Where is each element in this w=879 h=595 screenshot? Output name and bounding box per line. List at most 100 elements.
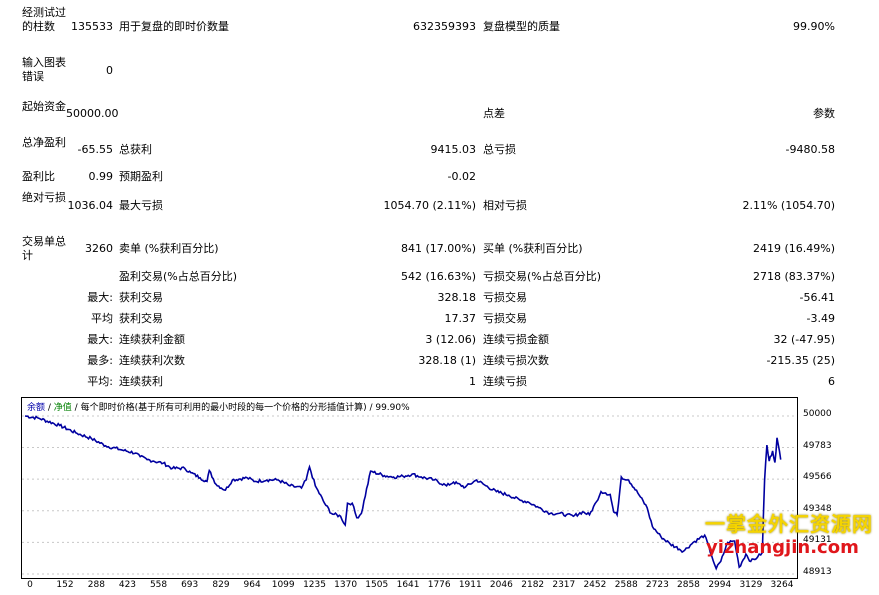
x-tick-label: 288 (87, 580, 105, 590)
value-maximal-consecutive-loss: -215.35 (25) (766, 354, 835, 367)
label-max-consecutive-wins: 连续获利金额 (119, 333, 185, 346)
label-average-consecutive-losses: 连续亏损 (483, 375, 527, 388)
x-tick-label: 2723 (645, 580, 669, 590)
value-net-profit: -65.55 (77, 143, 113, 156)
label-profit-factor: 盈利比 (22, 170, 55, 183)
label-total-trades: 交易单总计 (22, 235, 66, 262)
value-average-consecutive-wins: 1 (469, 375, 476, 388)
x-tick-label: 693 (181, 580, 199, 590)
x-tick-label: 1911 (458, 580, 482, 590)
x-tick-label: 3129 (739, 580, 763, 590)
value-average-profit-trade: 17.37 (444, 312, 477, 325)
legend-separator: / (45, 403, 54, 413)
x-tick-label: 2994 (708, 580, 732, 590)
label-bars-tested: 经测试过的柱数 (22, 6, 66, 33)
balance-chart-plot (22, 415, 797, 575)
value-profit-factor: 0.99 (88, 170, 114, 183)
x-tick-label: 2588 (614, 580, 638, 590)
chart-legend: 余额 / 净值 / 每个即时价格(基于所有可利用的最小时段的每一个价格的分形插值… (27, 400, 410, 413)
x-tick-label: 152 (56, 580, 74, 590)
label-short-positions: 卖单 (%获利百分比) (119, 242, 219, 255)
x-tick-label: 423 (118, 580, 137, 590)
label-initial-deposit: 起始资金 (22, 100, 66, 113)
x-tick-label: 1776 (427, 580, 451, 590)
y-tick-label: 49783 (803, 440, 832, 451)
value-max-consecutive-wins: 3 (12.06) (425, 333, 476, 346)
x-tick-label: 2182 (521, 580, 545, 590)
value-absolute-drawdown: 1036.04 (67, 199, 114, 212)
value-total-trades: 3260 (85, 242, 113, 255)
value-maximal-consecutive-profit: 328.18 (1) (418, 354, 476, 367)
label-profit-trades: 盈利交易(%占总百分比) (119, 270, 238, 283)
value-bars-tested: 135533 (71, 20, 113, 33)
y-tick-label: 50000 (803, 409, 832, 419)
balance-line (24, 415, 782, 571)
label-average: 平均 (91, 312, 113, 325)
x-tick-label: 1099 (271, 580, 295, 590)
label-gross-profit: 总获利 (119, 143, 152, 156)
label-loss-trades: 亏损交易(%占总百分比) (483, 270, 602, 283)
label-expected-payoff: 预期盈利 (119, 170, 163, 183)
label-spread: 点差 (483, 107, 505, 120)
y-tick-label: 49566 (803, 472, 832, 483)
value-max-consecutive-losses: 32 (-47.95) (773, 333, 835, 346)
value-loss-trades: 2718 (83.37%) (752, 270, 835, 283)
x-tick-label: 829 (212, 580, 230, 590)
legend-equity: 净值 (53, 403, 72, 413)
watermark-text: 一掌金外汇资源网 (705, 512, 873, 536)
legend-quality: 99.90% (375, 403, 410, 413)
label-average-consecutive-wins: 连续获利 (119, 375, 163, 388)
label-maximal-consecutive-profit: 连续获利次数 (119, 354, 185, 367)
value-modelling-quality: 99.90% (793, 20, 835, 33)
x-tick-label: 2046 (489, 580, 513, 590)
label-maximum: 最大: (87, 333, 113, 346)
label-largest-profit-trade: 获利交易 (119, 291, 163, 304)
x-tick-label: 558 (149, 580, 168, 590)
label-gross-loss: 总亏损 (483, 143, 516, 156)
label-maximal: 最多: (87, 354, 113, 367)
value-largest-loss-trade: -56.41 (799, 291, 835, 304)
label-average-loss-trade: 亏损交易 (483, 312, 527, 325)
label-relative-drawdown: 相对亏损 (483, 199, 527, 212)
label-long-positions: 买单 (%获利百分比) (483, 242, 583, 255)
y-tick-label: 49348 (803, 503, 832, 514)
value-profit-trades: 542 (16.63%) (400, 270, 476, 283)
x-tick-label: 964 (243, 580, 261, 590)
label-maximal-consecutive-loss: 连续亏损次数 (483, 354, 549, 367)
value-long-positions: 2419 (16.49%) (752, 242, 835, 255)
legend-description: 每个即时价格(基于所有可利用的最小时段的每一个价格的分形插值计算) (80, 403, 367, 413)
watermark-url: yizhangjin.com (706, 537, 859, 558)
x-tick-label: 1641 (396, 580, 420, 590)
x-tick-label: 1505 (365, 580, 389, 590)
label-absolute-drawdown: 绝对亏损 (22, 191, 66, 204)
label-max-consecutive-losses: 连续亏损金额 (483, 333, 549, 346)
label-ticks-modelled: 用于复盘的即时价数量 (119, 20, 229, 33)
balance-chart: 余额 / 净值 / 每个即时价格(基于所有可利用的最小时段的每一个价格的分形插值… (21, 397, 798, 579)
y-tick-label: 49131 (803, 535, 832, 546)
value-gross-profit: 9415.03 (430, 143, 477, 156)
label-largest: 最大: (87, 291, 113, 304)
x-tick-label: 2858 (677, 580, 700, 590)
legend-balance: 余额 (27, 403, 46, 413)
x-tick-label: 2317 (552, 580, 576, 590)
label-mismatched-errors: 输入图表错误 (22, 56, 66, 83)
value-short-positions: 841 (17.00%) (400, 242, 476, 255)
x-tick-label: 1235 (303, 580, 326, 590)
x-tick-label: 2452 (583, 580, 607, 590)
y-tick-label: 48913 (803, 567, 832, 577)
label-average-profit-trade: 获利交易 (119, 312, 163, 325)
label-modelling-quality: 复盘模型的质量 (483, 20, 560, 33)
value-gross-loss: -9480.58 (785, 143, 835, 156)
legend-separator: / (71, 403, 81, 413)
value-initial-deposit: 50000.00 (66, 107, 119, 120)
label-maximal-drawdown: 最大亏损 (119, 199, 163, 212)
value-expected-payoff: -0.02 (447, 170, 476, 183)
value-mismatched-errors: 0 (106, 64, 113, 77)
value-relative-drawdown: 2.11% (1054.70) (742, 199, 835, 212)
label-largest-loss-trade: 亏损交易 (483, 291, 527, 304)
value-average-loss-trade: -3.49 (806, 312, 835, 325)
x-tick-label: 1370 (334, 580, 358, 590)
value-ticks-modelled: 632359393 (413, 20, 476, 33)
x-tick-label: 0 (27, 580, 33, 590)
label-net-profit: 总净盈利 (22, 136, 66, 149)
